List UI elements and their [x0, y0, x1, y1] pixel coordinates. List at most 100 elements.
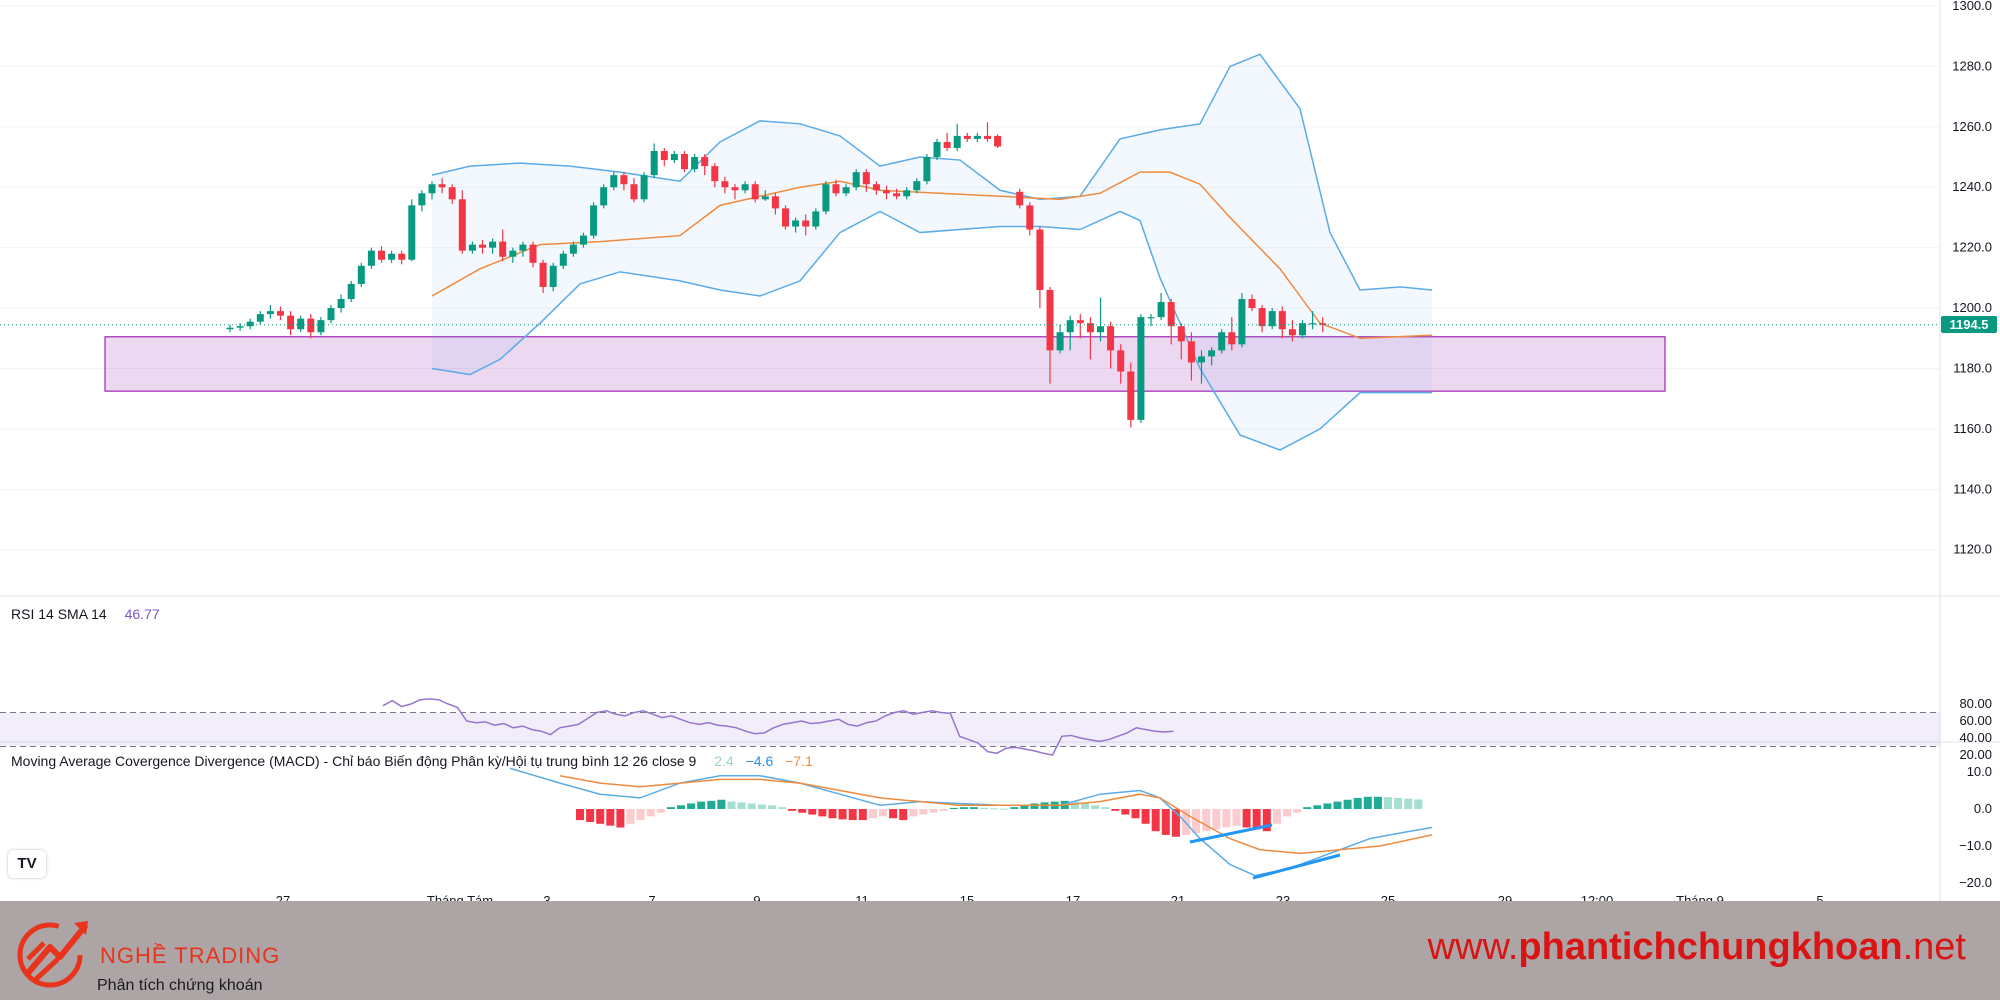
candle-body	[1258, 308, 1266, 327]
macd-histogram-bar	[1000, 808, 1009, 810]
macd-pane: −20.0 −10.0 0.0 10.0	[509, 764, 1992, 890]
candle-body	[711, 166, 719, 182]
url-domain: phantichchungkhoan	[1518, 926, 1903, 968]
macd-histogram-bar	[656, 809, 665, 813]
candle-body	[559, 253, 567, 266]
candle-body	[812, 211, 820, 227]
candle-body	[822, 184, 830, 212]
time-tick-label: 23	[1276, 893, 1290, 901]
divergence-line-macd	[1252, 853, 1341, 880]
candle-body	[1137, 317, 1145, 420]
candle-body	[1299, 323, 1306, 336]
macd-histogram-bar	[919, 809, 928, 815]
candle-body	[660, 150, 668, 161]
url-suffix: .net	[1902, 926, 1966, 968]
candle-body	[479, 244, 486, 248]
macd-histogram-bar	[1313, 805, 1322, 809]
macd-histogram-bar	[1252, 809, 1261, 830]
footer-banner: NGHỀ TRADING Phân tích chứng khoán www.p…	[0, 901, 2000, 1000]
price-tick-label: 1160.0	[1953, 421, 1992, 436]
macd-histogram-bar	[1192, 809, 1201, 834]
candle-body	[872, 184, 880, 191]
macd-histogram-bar	[1242, 809, 1251, 828]
candle-body	[1309, 323, 1317, 325]
candle-body	[731, 187, 739, 191]
macd-histogram-bar	[1404, 798, 1413, 809]
macd-histogram-bar	[798, 809, 807, 813]
candle-body	[1228, 332, 1236, 345]
candle-body	[1097, 326, 1104, 333]
candle-body	[287, 315, 295, 330]
candle-body	[771, 196, 779, 209]
candle-body	[610, 175, 618, 188]
candle-body	[468, 244, 476, 251]
candle-body	[246, 321, 254, 327]
rsi-legend[interactable]: RSI 14 SMA 14 46.77	[11, 606, 160, 622]
tradingview-logo-icon[interactable]: TV	[8, 850, 46, 878]
candle-body	[347, 283, 355, 300]
macd-histogram-bar	[646, 809, 655, 817]
candle-body	[1238, 299, 1246, 345]
rsi-tick-label: 20.00	[1959, 747, 1992, 762]
price-axis: 1120.0 1140.0 1160.0 1180.0 1200.0 1220.0 1240…	[1952, 0, 1992, 557]
time-tick-label: 25	[1381, 893, 1395, 901]
candle-body	[1248, 299, 1256, 309]
candle-body	[388, 253, 396, 260]
rsi-tick-label: 60.00	[1959, 713, 1992, 728]
macd-histogram-bar	[909, 809, 918, 817]
macd-tick-label: 0.0	[1974, 801, 1992, 816]
candle-body	[1177, 326, 1185, 342]
candle-body	[1187, 341, 1195, 363]
macd-histogram-bar	[1262, 809, 1271, 832]
candle-body	[398, 253, 406, 260]
macd-histogram-bar	[1232, 809, 1241, 826]
macd-histogram-bar	[1353, 797, 1362, 809]
macd-histogram-bar	[1283, 809, 1291, 817]
candle-body	[640, 175, 648, 200]
candle-body	[418, 193, 426, 206]
macd-histogram-bar	[939, 809, 948, 811]
macd-histogram-bar	[929, 809, 938, 813]
macd-histogram-bar	[747, 803, 756, 809]
candle-body	[802, 220, 810, 227]
candle-body	[317, 320, 325, 333]
macd-histogram-bar	[1343, 799, 1352, 809]
bollinger-upper-line	[431, 53, 1433, 291]
macd-histogram-bar	[596, 809, 605, 824]
price-tick-label: 1220.0	[1952, 240, 1992, 255]
candle-body	[943, 141, 951, 148]
macd-histogram-bar	[1030, 803, 1039, 809]
candle-body	[327, 308, 335, 321]
candle-body	[630, 184, 638, 200]
time-tick-label: 3	[543, 893, 550, 901]
macd-histogram-bar	[899, 809, 908, 821]
candlestick-series	[0, 122, 1940, 428]
rsi-pane: 20.00 40.00 60.00 80.00	[0, 696, 1992, 762]
candle-body	[792, 220, 800, 227]
grid-lines	[0, 0, 2000, 901]
macd-legend[interactable]: Moving Average Covergence Divergence (MA…	[11, 753, 813, 769]
macd-histogram-bar	[1222, 809, 1231, 828]
candle-body	[923, 157, 931, 182]
time-tick-label: 15	[960, 893, 974, 901]
macd-histogram-bar	[616, 809, 625, 828]
macd-histogram-bar	[879, 809, 887, 817]
price-tick-label: 1280.0	[1952, 58, 1992, 73]
macd-histogram-bar	[980, 807, 988, 809]
candle-body	[670, 154, 678, 161]
candle-body	[1319, 323, 1327, 325]
candle-body	[852, 172, 860, 188]
macd-histogram-bar	[1323, 803, 1332, 809]
candle-body	[378, 250, 385, 260]
site-url-link[interactable]: www.phantichchungkhoan.net	[1428, 926, 1966, 969]
candle-body	[1066, 320, 1074, 333]
macd-histogram-bar	[606, 809, 615, 826]
macd-tick-label: 10.0	[1967, 764, 1992, 779]
candle-body	[1218, 332, 1226, 351]
candle-body	[741, 184, 749, 191]
url-prefix: www.	[1427, 926, 1519, 968]
candle-body	[933, 141, 941, 158]
price-tick-label: 1300.0	[1952, 0, 1992, 13]
macd-histogram-bar	[1212, 809, 1221, 830]
macd-tick-label: −20.0	[1959, 875, 1992, 890]
